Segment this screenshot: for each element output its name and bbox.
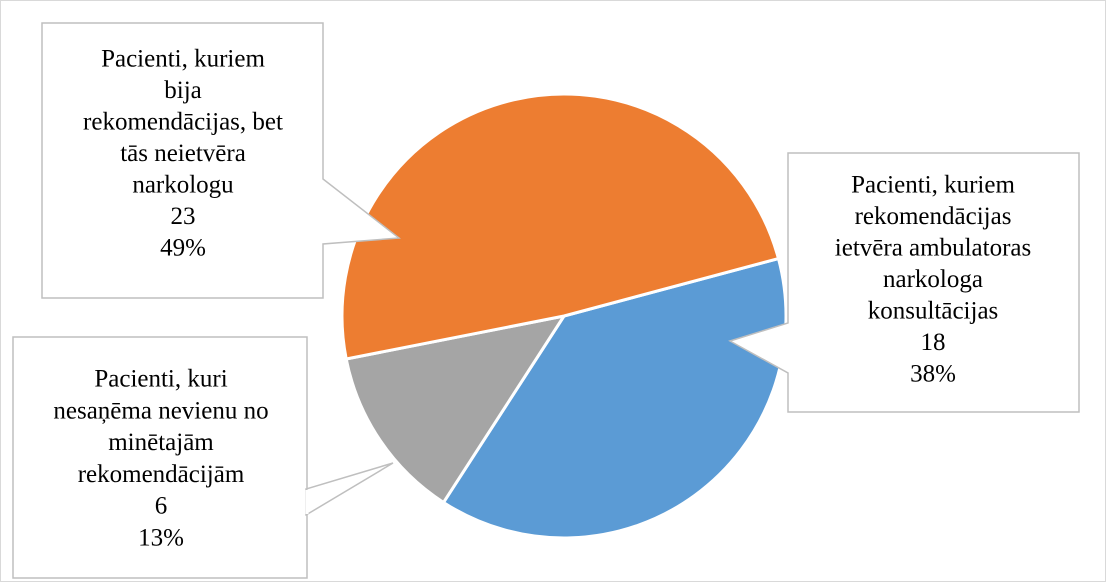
data-label-category-line: Pacienti, kuriem [101,46,265,73]
data-label-value: 6 [155,493,168,520]
data-label-category-line: Pacienti, kuriem [851,172,1015,199]
data-label-category-line: Pacienti, kuri [94,366,227,393]
callout-without-narcologist: Pacienti, kuriem bija rekomendācijas, bet t… [41,22,401,299]
callout-box [12,336,308,579]
pie-slices [340,92,788,540]
data-label-category-line: bija [164,77,202,104]
callout-pointer [305,462,394,517]
data-label-percent: 49% [160,235,206,262]
data-label-value: 18 [921,329,946,356]
data-label-category-line: tās neietvēra [120,140,246,167]
data-label-value: 23 [171,203,196,230]
data-label-percent: 13% [138,525,184,552]
data-label-percent: 38% [910,361,956,388]
callout-ambulatory: Pacienti, kuriem rekomendācijas ietvēra am… [728,152,1080,413]
data-label-category-line: narkologa [883,266,983,293]
callout-box [728,152,1080,413]
slice-no-recommendations [344,313,568,505]
data-label-category-line: rekomendācijas, bet [83,109,283,136]
data-label-callouts: Pacienti, kuriem rekomendācijas ietvēra am… [12,22,1080,579]
data-label-category-line: konsultācijas [868,298,999,325]
callout-box [41,22,401,299]
callout-none: Pacienti, kuri nesaņēma nevienu no minētaj… [12,336,394,579]
data-label-category-line: rekomendācijām [78,461,245,488]
slice-recommendations-without-narcologist [340,92,781,361]
data-label-category-line: minētajām [108,429,214,456]
data-label-category-line: ietvēra ambulatoras [835,235,1031,262]
data-label-category-line: rekomendācijas [855,203,1012,230]
data-label-category-line: nesaņēma nevienu no [53,397,268,424]
data-label-category-line: narkologu [132,172,234,199]
